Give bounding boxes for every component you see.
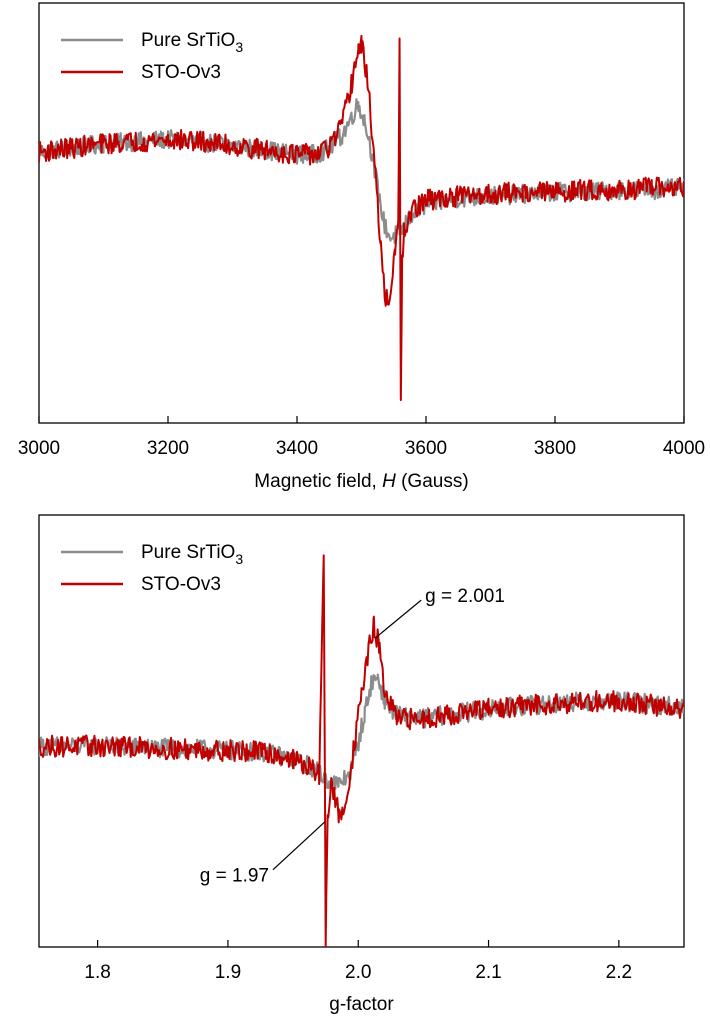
x-tick-label: 1.9 bbox=[215, 962, 241, 983]
legend-label-text: Pure SrTiO bbox=[141, 542, 235, 563]
legend-label: STO-Ov3 bbox=[141, 574, 221, 595]
x-axis-title-part: Magnetic field, bbox=[254, 471, 382, 492]
x-tick-label: 3400 bbox=[276, 438, 318, 459]
series-line-sto-ov3 bbox=[39, 554, 684, 947]
series-line-sto-ov3 bbox=[39, 34, 684, 402]
x-axis-title-part: (Gauss) bbox=[396, 471, 469, 492]
x-tick-label: 2.1 bbox=[475, 962, 501, 983]
x-tick-label: 1.8 bbox=[84, 962, 110, 983]
annotation-label: g = 1.97 bbox=[200, 866, 269, 887]
legend-label-text: STO-Ov3 bbox=[141, 62, 221, 83]
x-tick-label: 3600 bbox=[405, 438, 447, 459]
legend-label-text: Pure SrTiO bbox=[141, 30, 235, 51]
annotation-leader bbox=[272, 821, 326, 871]
x-axis-title: Magnetic field, H (Gauss) bbox=[254, 471, 468, 492]
annotation-label: g = 2.001 bbox=[425, 586, 505, 607]
legend-label: STO-Ov3 bbox=[141, 62, 221, 83]
series-line-pure-srtio3 bbox=[39, 98, 684, 245]
plot-frame bbox=[38, 514, 685, 948]
x-tick-label: 3200 bbox=[147, 438, 189, 459]
x-axis-title: g-factor bbox=[329, 994, 394, 1015]
x-tick-label: 2.2 bbox=[606, 962, 632, 983]
legend-label: Pure SrTiO3 bbox=[141, 30, 243, 55]
plot-frame bbox=[38, 2, 685, 424]
x-tick-label: 4000 bbox=[663, 438, 705, 459]
x-tick-label: 2.0 bbox=[345, 962, 371, 983]
chart-panel-2: 1.8 1.9 2.0 2.1 2.2 g-factor Pure SrTiO3 STO-Ov… bbox=[38, 514, 685, 1015]
legend-label-text: STO-Ov3 bbox=[141, 574, 221, 595]
legend-label: Pure SrTiO3 bbox=[141, 542, 243, 567]
x-axis-title-part: H bbox=[382, 471, 396, 492]
legend-label-subscript: 3 bbox=[235, 551, 243, 567]
x-tick-label: 3000 bbox=[18, 438, 60, 459]
chart-panel-1: 3000 3200 3400 3600 3800 4000 Magnetic field, … bbox=[18, 2, 705, 492]
legend-label-subscript: 3 bbox=[235, 39, 243, 55]
annotation-leader bbox=[374, 599, 422, 639]
x-tick-label: 3800 bbox=[534, 438, 576, 459]
